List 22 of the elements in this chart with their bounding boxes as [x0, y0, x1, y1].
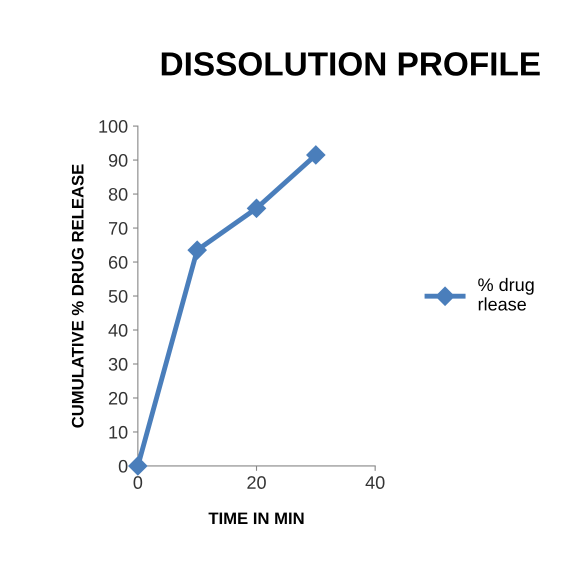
- y-tick-label: 10: [109, 426, 128, 439]
- y-tick-label: 70: [108, 222, 128, 235]
- y-tick-label: 60: [108, 256, 128, 269]
- x-tick-label: 40: [366, 476, 384, 489]
- point: [128, 456, 148, 476]
- x-tick-label: 20: [247, 476, 266, 489]
- y-tick-label: 50: [108, 290, 128, 303]
- y-tick-label: 90: [108, 154, 128, 167]
- chart-title: DISSOLUTION PROFILE: [162, 52, 540, 76]
- point: [188, 240, 207, 260]
- y-tick-label: 80: [108, 188, 128, 201]
- x-axis-title: TIME IN MIN: [208, 512, 304, 524]
- y-tick-label: 40: [108, 324, 128, 337]
- legend-label: % drug rlease: [478, 278, 534, 311]
- y-tick-label: 0: [118, 460, 128, 473]
- x-tick-label: 0: [134, 476, 142, 489]
- point: [246, 198, 266, 218]
- y-tick-label: 30: [108, 358, 128, 371]
- y-tick-label: 20: [108, 392, 128, 405]
- y-axis-title: CUMULATIVE % DRUG RELEASE: [72, 164, 84, 428]
- y-tick-label: 100: [99, 120, 128, 133]
- point: [306, 145, 326, 164]
